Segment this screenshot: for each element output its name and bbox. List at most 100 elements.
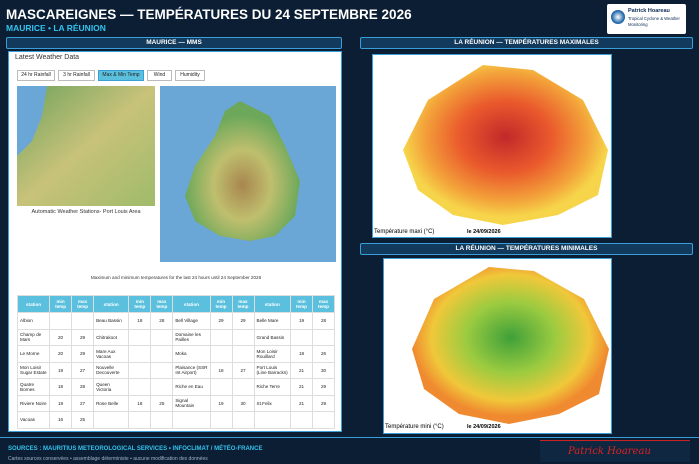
temp-cell: 30 bbox=[312, 361, 335, 379]
temp-cell: 29 bbox=[71, 345, 95, 363]
temp-cell bbox=[312, 328, 335, 346]
station-cell bbox=[93, 411, 130, 429]
station-cell: Mon Loisir Rouillard bbox=[253, 345, 292, 363]
tab[interactable]: Wind bbox=[147, 70, 172, 81]
temp-cell: 18 bbox=[290, 345, 313, 363]
temp-cell bbox=[128, 411, 152, 429]
column-header: station bbox=[253, 295, 292, 313]
station-cell: Bell Village bbox=[172, 312, 211, 330]
tab[interactable]: 3 hr Rainfall bbox=[58, 70, 95, 81]
temp-cell bbox=[312, 411, 335, 429]
table-row: Vacoas 16 25 bbox=[16, 411, 335, 429]
station-cell: Queen Victoria bbox=[93, 378, 130, 396]
temp-cell: 16 bbox=[49, 411, 73, 429]
table-row: Quatre Bornes 18 28 Queen Victoria Riche en … bbox=[16, 378, 335, 396]
temp-cell: 27 bbox=[71, 361, 95, 379]
map-port-louis bbox=[17, 86, 155, 206]
station-cell: Plaisance (SSR Int Airport) bbox=[172, 361, 211, 379]
station-cell: Albion bbox=[16, 312, 51, 330]
temp-cell: 25 bbox=[150, 394, 174, 412]
logo: Patrick Hoareau Tropical Cyclone & Weath… bbox=[607, 4, 686, 34]
temp-cell: 29 bbox=[312, 394, 335, 412]
station-cell: Riviere Noire bbox=[16, 394, 51, 412]
temp-cell bbox=[150, 345, 174, 363]
temp-cell: 29 bbox=[71, 328, 95, 346]
table-row: Riviere Noire 19 27 Rose Belle 18 25 Signal Mo… bbox=[16, 394, 335, 412]
column-header: station bbox=[93, 295, 130, 313]
station-cell bbox=[253, 411, 292, 429]
temp-cell bbox=[290, 411, 313, 429]
temp-cell bbox=[231, 345, 255, 363]
map-caption: Automatic Weather Stations- Port Louis A… bbox=[31, 209, 141, 215]
station-cell: Riche en Eau bbox=[172, 378, 211, 396]
map-reunion-min bbox=[383, 258, 612, 434]
column-header: min temp bbox=[49, 295, 73, 313]
temp-cell: 26 bbox=[312, 345, 335, 363]
temp-cell: 28 bbox=[71, 378, 95, 396]
column-header: min temp bbox=[128, 295, 152, 313]
temp-cell: 28 bbox=[150, 312, 174, 330]
temp-cell bbox=[209, 411, 233, 429]
temp-cell bbox=[150, 328, 174, 346]
temp-cell: 21 bbox=[290, 361, 313, 379]
panel-title: LA RÉUNION — TEMPÉRATURES MAXIMALES bbox=[360, 37, 693, 49]
temp-cell bbox=[128, 328, 152, 346]
tab[interactable]: Max & Min Temp bbox=[98, 70, 144, 81]
legend-title: Température mini (°C) bbox=[385, 424, 444, 430]
temp-cell bbox=[231, 378, 255, 396]
column-header: max temp bbox=[312, 295, 335, 313]
temp-cell bbox=[231, 328, 255, 346]
table-row: Mon Loisir Sugar Estate 19 27 Nouvelle Deco… bbox=[16, 361, 335, 379]
temp-cell bbox=[128, 378, 152, 396]
tab[interactable]: Humidity bbox=[175, 70, 205, 81]
temp-cell: 27 bbox=[71, 394, 95, 412]
title: MASCAREIGNES — TEMPÉRATURES DU 24 SEPTEM… bbox=[6, 7, 412, 22]
column-header: max temp bbox=[150, 295, 174, 313]
station-cell: Le Morne bbox=[16, 345, 51, 363]
station-cell: Riche Terre bbox=[253, 378, 292, 396]
station-cell: Quatre Bornes bbox=[16, 378, 51, 396]
station-cell: Chitrakoot bbox=[93, 328, 130, 346]
map-date: le 24/09/2026 bbox=[467, 424, 501, 430]
logo-name: Patrick Hoareau bbox=[628, 8, 670, 14]
temp-cell: 18 bbox=[128, 394, 152, 412]
tab[interactable]: 24 hr Rainfall bbox=[17, 70, 55, 81]
temp-cell bbox=[209, 345, 233, 363]
temp-cell: 19 bbox=[49, 394, 73, 412]
signature-box: Patrick Hoareau bbox=[540, 440, 690, 462]
footer-note: Cartes sources conservées • assemblage d… bbox=[8, 456, 208, 462]
panel-title: LA RÉUNION — TEMPÉRATURES MINIMALES bbox=[360, 243, 693, 255]
temp-cell: 29 bbox=[209, 312, 233, 330]
temp-cell bbox=[128, 345, 152, 363]
temp-cell bbox=[150, 361, 174, 379]
station-cell: Vacoas bbox=[16, 411, 51, 429]
temp-cell: 28 bbox=[312, 312, 335, 330]
temp-cell: 20 bbox=[49, 328, 73, 346]
temp-cell: 18 bbox=[49, 378, 73, 396]
column-header: min temp bbox=[209, 295, 233, 313]
temp-cell bbox=[128, 361, 152, 379]
temp-cell bbox=[49, 312, 73, 330]
logo-tagline: Tropical Cyclone & Weather Monitoring bbox=[628, 16, 680, 27]
subtitle: MAURICE • LA RÉUNION bbox=[6, 23, 106, 33]
table-row: Le Morne 20 29 Mare Aux Vacoas Moka Mon Loisi… bbox=[16, 345, 335, 363]
station-cell: Nouvelle Decouverte bbox=[93, 361, 130, 379]
temp-cell: 18 bbox=[128, 312, 152, 330]
panel-title: MAURICE — MMS bbox=[6, 37, 342, 49]
temp-cell bbox=[209, 328, 233, 346]
temp-cell: 27 bbox=[231, 361, 255, 379]
temp-cell bbox=[231, 411, 255, 429]
table-caption: Maximum and minimum temperatures for the… bbox=[90, 275, 262, 280]
station-cell: Moka bbox=[172, 345, 211, 363]
station-cell: Port Louis (Line Barracks) bbox=[253, 361, 292, 379]
map-mauritius bbox=[160, 86, 336, 262]
table-row: Albion Beau Bassin 18 28 Bell Village 29 29 Bel… bbox=[16, 312, 335, 330]
temp-cell: 19 bbox=[49, 361, 73, 379]
temp-cell: 29 bbox=[312, 378, 335, 396]
map-reunion-max bbox=[372, 54, 612, 238]
column-header: station bbox=[16, 295, 51, 313]
temp-cell bbox=[71, 312, 95, 330]
station-cell: Signal Mountain bbox=[172, 394, 211, 412]
temp-table: station min temp max temp station min temp ma… bbox=[16, 295, 335, 429]
